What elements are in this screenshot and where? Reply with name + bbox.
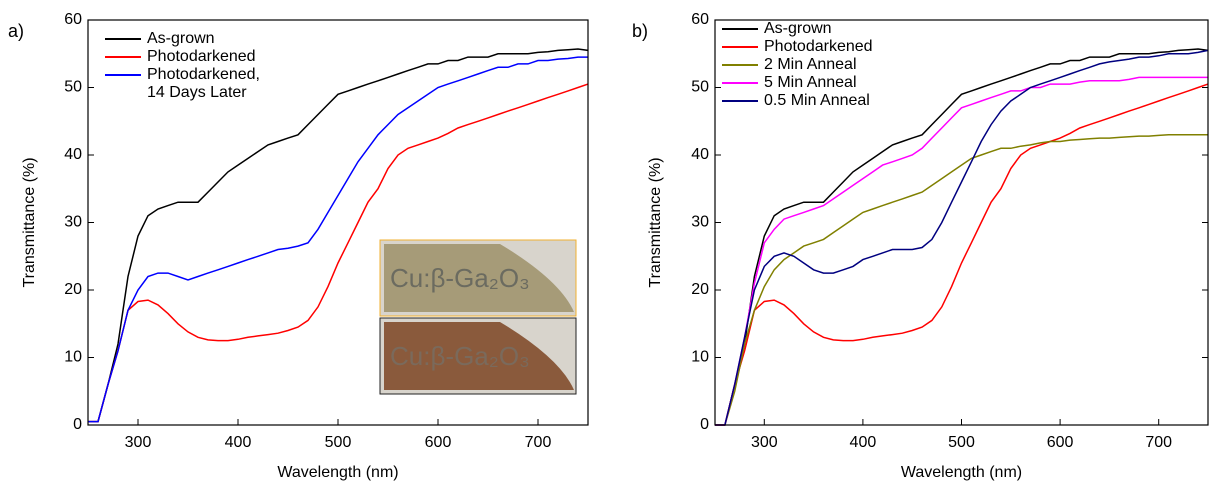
x-tick-label: 300	[125, 434, 152, 451]
x-tick-label: 500	[325, 434, 352, 451]
legend-swatch	[105, 56, 141, 58]
x-tick-label: 400	[850, 434, 877, 451]
legend-swatch	[722, 28, 758, 30]
legend-label: 5 Min Anneal	[764, 74, 857, 91]
legend-label: 2 Min Anneal	[764, 56, 857, 73]
series-line	[715, 83, 1209, 426]
legend: As-grown Photodarkened 2 Min Anneal 5 Min A…	[722, 20, 873, 110]
x-tick-label: 300	[751, 434, 778, 451]
legend-entry: Photodarkened	[722, 38, 873, 56]
legend: As-grown Photodarkened Photodarkened, 14 D…	[105, 30, 260, 102]
y-tick-label: 10	[64, 349, 82, 366]
series-line	[715, 49, 1209, 426]
x-tick-label: 700	[525, 434, 552, 451]
legend-swatch	[722, 82, 758, 84]
legend-entry: 5 Min Anneal	[722, 74, 873, 92]
legend-swatch	[105, 74, 141, 76]
y-tick-label: 20	[64, 281, 82, 298]
y-tick-label: 30	[691, 214, 709, 231]
y-tick-label: 10	[691, 349, 709, 366]
x-tick-label: 400	[225, 434, 252, 451]
series-line	[88, 48, 589, 423]
panel-label: a)	[8, 21, 24, 41]
y-tick-label: 50	[691, 79, 709, 96]
y-tick-label: 30	[64, 214, 82, 231]
y-axis-label: Transmittance (%)	[21, 157, 38, 287]
panel-label: b)	[632, 21, 648, 41]
x-tick-label: 500	[948, 434, 975, 451]
inset-sample	[384, 322, 574, 390]
x-axis-label: Wavelength (nm)	[277, 464, 398, 481]
series-line	[88, 83, 589, 423]
legend-entry: As-grown	[105, 30, 260, 48]
legend-swatch	[722, 46, 758, 48]
legend-entry: 0.5 Min Anneal	[722, 92, 873, 110]
legend-swatch	[722, 100, 758, 102]
y-tick-label: 60	[691, 11, 709, 28]
y-tick-label: 20	[691, 281, 709, 298]
series-line	[715, 134, 1208, 426]
legend-swatch	[722, 64, 758, 66]
inset-label: Cu:β-Ga₂O₃	[390, 263, 530, 293]
y-tick-label: 40	[64, 146, 82, 163]
series-line	[715, 48, 1209, 426]
legend-entry: As-grown	[722, 20, 873, 38]
legend-label: As-grown	[764, 20, 832, 37]
legend-entry: Photodarkened	[105, 48, 260, 66]
x-tick-label: 700	[1145, 434, 1172, 451]
legend-entry: Photodarkened, 14 Days Later	[105, 66, 260, 102]
y-tick-label: 0	[73, 416, 82, 433]
y-tick-label: 60	[64, 11, 82, 28]
legend-label: Photodarkened	[147, 48, 256, 65]
y-axis-label: Transmittance (%)	[647, 157, 664, 287]
y-tick-label: 50	[64, 79, 82, 96]
x-tick-label: 600	[425, 434, 452, 451]
series-line	[715, 76, 1208, 426]
x-tick-label: 600	[1047, 434, 1074, 451]
legend-label: Photodarkened, 14 Days Later	[147, 66, 260, 101]
legend-label: As-grown	[147, 30, 215, 47]
y-tick-label: 40	[691, 146, 709, 163]
legend-label: Photodarkened	[764, 38, 873, 55]
x-axis-label: Wavelength (nm)	[901, 464, 1022, 481]
y-tick-label: 0	[700, 416, 709, 433]
legend-swatch	[105, 38, 141, 40]
series-line	[88, 56, 588, 423]
legend-label: 0.5 Min Anneal	[764, 92, 870, 109]
legend-entry: 2 Min Anneal	[722, 56, 873, 74]
inset-sample	[384, 244, 574, 312]
inset-label: Cu:β-Ga₂O₃	[390, 341, 530, 371]
